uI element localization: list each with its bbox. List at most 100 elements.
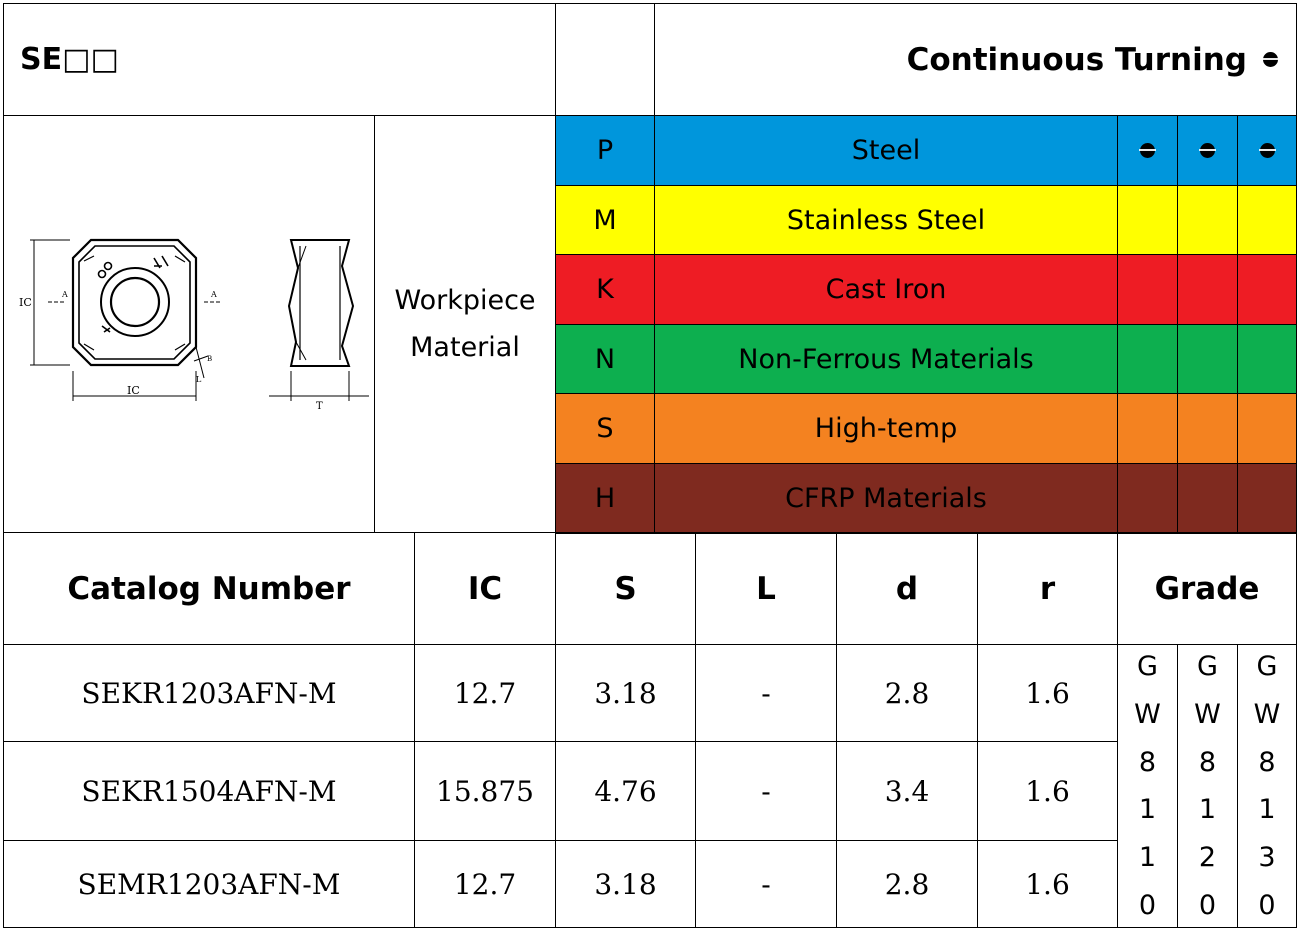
material-code-h-text: H [594,483,616,514]
grade-char: 0 [1198,889,1217,921]
grade-char: 8 [1138,746,1157,778]
row-3-r: 1.6 [977,840,1118,928]
material-p-grade-2-mark [1177,115,1238,186]
row-1-r-text: 1.6 [1025,676,1070,710]
row-3-catalog-number: SEMR1203AFN-M [3,840,415,928]
material-name-p-text: Steel [851,135,921,166]
grade-char: 1 [1258,794,1276,826]
row-1-s-text: 3.18 [594,676,657,710]
diagram-label-t: T [316,401,323,412]
diagram-label-ic-bottom: IC [127,384,140,397]
row-2-catalog-number-text: SEKR1504AFN-M [81,774,337,808]
insert-diagram: IC IC A A T L B [3,115,375,533]
grade-char: 1 [1138,794,1157,826]
material-m-grade-1-mark [1117,185,1178,255]
material-name-s-text: High-temp [814,413,958,444]
row-1-s: 3.18 [555,644,696,742]
row-3-l-text: - [761,867,771,901]
row-1-catalog-number-text: SEKR1203AFN-M [81,676,337,710]
row-3-r-text: 1.6 [1025,867,1070,901]
header-s: S [555,532,696,645]
series-title-text: SE□□ [20,42,119,77]
header-catalog-number-text: Catalog Number [67,570,351,607]
row-3-catalog-number-text: SEMR1203AFN-M [77,867,341,901]
header-r: r [977,532,1118,645]
grade-char: 0 [1258,889,1276,921]
material-name-n-text: Non-Ferrous Materials [738,343,1034,375]
row-2-d: 3.4 [836,741,978,841]
row-3-s-text: 3.18 [594,867,657,901]
row-1-d: 2.8 [836,644,978,742]
row-1-ic-text: 12.7 [453,676,517,710]
material-name-m-text: Stainless Steel [786,204,986,236]
grade-char: G [1256,651,1278,682]
grade-char: G [1137,651,1158,682]
material-k-grade-3-mark [1237,254,1297,325]
material-p-grade-1-mark [1117,115,1178,186]
material-s-grade-1-mark [1117,393,1178,464]
grade-char: W [1194,698,1221,730]
row-2-d-text: 3.4 [884,774,930,808]
row-2-l-text: - [761,774,771,808]
material-p-grade-3-mark [1237,115,1297,186]
header-blank-cell [555,3,655,116]
header-grade-text: Grade [1154,570,1260,607]
material-k-grade-1-mark [1117,254,1178,325]
row-2-s-text: 4.76 [594,774,657,808]
operation-dot-icon [1262,52,1279,67]
grade-char: 2 [1198,842,1217,874]
row-3-d-text: 2.8 [884,867,930,901]
operation-title-text: Continuous Turning [906,41,1247,78]
material-name-n: Non-Ferrous Materials [654,324,1118,394]
material-n-grade-2-mark [1177,324,1238,394]
material-code-m: M [555,185,655,255]
grade-char: 0 [1138,889,1157,921]
header-grade: Grade [1117,532,1297,645]
header-l: L [695,532,837,645]
workpiece-material-text: Workpiece Material [394,284,536,363]
grade-char: 8 [1258,746,1276,778]
header-d-text: d [895,570,919,607]
row-1-l: - [695,644,837,742]
header-l-text: L [756,570,776,607]
row-1-l-text: - [761,676,771,710]
material-h-grade-2-mark [1177,463,1238,534]
grade-char: 1 [1198,794,1217,826]
header-d: d [836,532,978,645]
material-m-grade-3-mark [1237,185,1297,255]
header-ic: IC [414,532,556,645]
material-k-grade-2-mark [1177,254,1238,325]
material-code-p-text: P [596,135,614,166]
row-1-ic: 12.7 [414,644,556,742]
row-3-l: - [695,840,837,928]
row-3-ic-text: 12.7 [453,867,517,901]
material-s-grade-2-mark [1177,393,1238,464]
row-3-s: 3.18 [555,840,696,928]
material-code-n: N [555,324,655,394]
diagram-label-a-right: A [210,290,217,299]
material-code-s: S [555,393,655,464]
row-1-d-text: 2.8 [884,676,930,710]
row-1-catalog-number: SEKR1203AFN-M [3,644,415,742]
diagram-label-a-left: A [61,290,68,299]
grade-char: 3 [1258,842,1276,874]
suitability-dot-icon [1199,143,1216,158]
row-1-r: 1.6 [977,644,1118,742]
grade-char: 8 [1198,746,1217,778]
material-n-grade-1-mark [1117,324,1178,394]
header-ic-text: IC [467,570,503,607]
material-code-s-text: S [596,413,614,444]
material-code-h: H [555,463,655,534]
material-name-s: High-temp [654,393,1118,464]
suitability-dot-icon [1139,143,1156,158]
diagram-label-l: L [196,375,202,384]
row-2-l: - [695,741,837,841]
row-3-ic: 12.7 [414,840,556,928]
row-2-r: 1.6 [977,741,1118,841]
diagram-label-ic-left: IC [19,296,32,309]
insert-drawing: IC IC A A T L B [19,238,369,412]
row-2-s: 4.76 [555,741,696,841]
